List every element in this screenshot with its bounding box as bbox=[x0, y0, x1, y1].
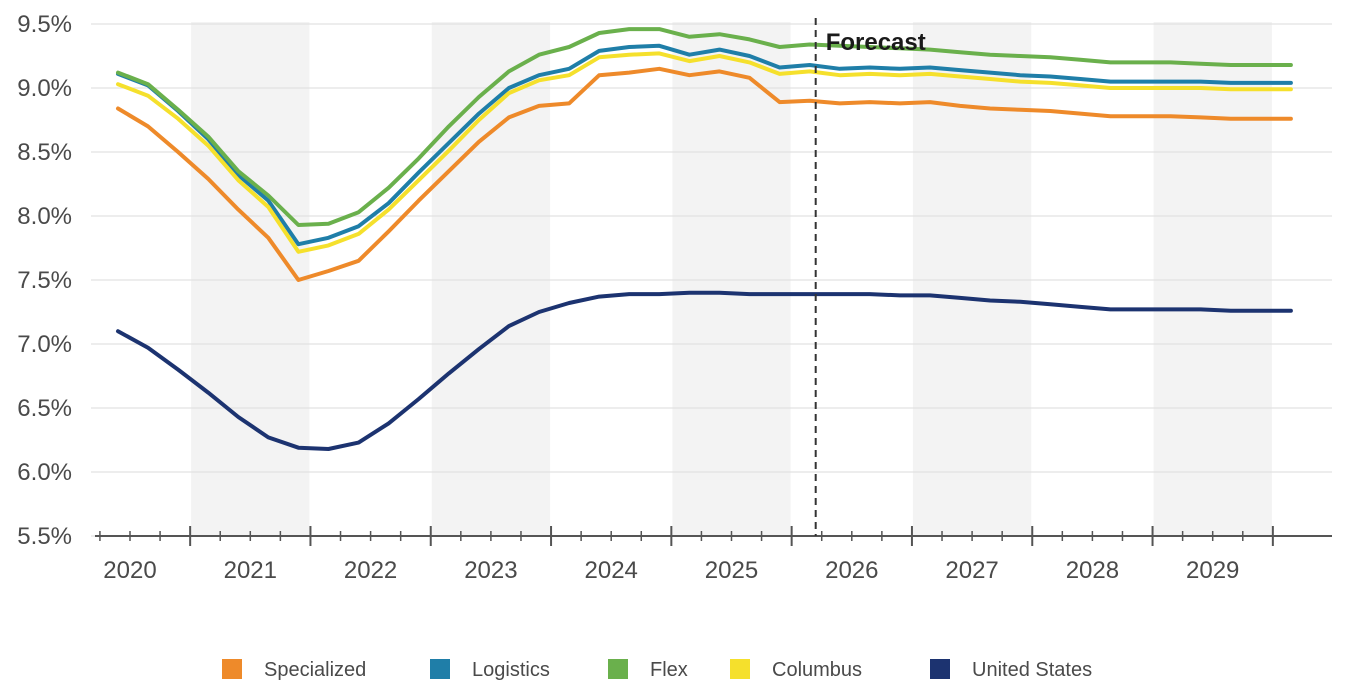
legend-label: Logistics bbox=[472, 659, 550, 681]
x-tick-label: 2021 bbox=[224, 557, 277, 584]
forecast-marker: Forecast bbox=[814, 18, 926, 536]
y-tick-label: 6.0% bbox=[17, 459, 72, 486]
series-line-united-states bbox=[116, 290, 1293, 451]
y-tick-label: 8.5% bbox=[17, 139, 72, 166]
x-tick-label: 2024 bbox=[585, 557, 638, 584]
x-tick-label: 2028 bbox=[1066, 557, 1119, 584]
legend-swatch bbox=[730, 659, 750, 679]
x-tick-label: 2020 bbox=[103, 557, 156, 584]
y-axis: 5.5% 6.0% 6.5% 7.0% 7.5% 8.0% 8.5% 9.0% 9.5% bbox=[17, 11, 72, 550]
forecast-label: Forecast bbox=[826, 29, 926, 56]
legend-swatch bbox=[430, 659, 450, 679]
x-tick-label: 2022 bbox=[344, 557, 397, 584]
legend-label: United States bbox=[972, 659, 1092, 681]
series-line-columbus bbox=[116, 51, 1293, 254]
legend: Specialized Logistics Flex Columbus United S… bbox=[222, 659, 1092, 681]
legend-label: Specialized bbox=[264, 659, 366, 681]
series-lines bbox=[116, 27, 1293, 451]
y-tick-label: 9.5% bbox=[17, 11, 72, 38]
y-tick-label: 9.0% bbox=[17, 75, 72, 102]
series-line-specialized bbox=[116, 66, 1293, 282]
legend-swatch bbox=[930, 659, 950, 679]
legend-swatch bbox=[608, 659, 628, 679]
x-tick-label: 2027 bbox=[945, 557, 998, 584]
x-tick-label: 2026 bbox=[825, 557, 878, 584]
x-axis: 2020 2021 2022 2023 2024 2025 2026 2027 2028 2029 bbox=[95, 526, 1332, 584]
x-tick-label: 2023 bbox=[464, 557, 517, 584]
series-line-flex bbox=[116, 27, 1293, 227]
x-tick-label: 2029 bbox=[1186, 557, 1239, 584]
year-shading-bands bbox=[191, 22, 1272, 536]
y-tick-label: 7.5% bbox=[17, 267, 72, 294]
series-line-logistics bbox=[116, 43, 1293, 247]
y-tick-label: 6.5% bbox=[17, 395, 72, 422]
year-band-2023 bbox=[431, 22, 551, 536]
legend-swatch bbox=[222, 659, 242, 679]
year-band-2029 bbox=[1153, 22, 1272, 536]
year-band-2027 bbox=[912, 22, 1032, 536]
y-tick-label: 8.0% bbox=[17, 203, 72, 230]
y-tick-label: 7.0% bbox=[17, 331, 72, 358]
y-tick-label: 5.5% bbox=[17, 523, 72, 550]
legend-label: Columbus bbox=[772, 659, 862, 681]
year-band-2025 bbox=[672, 22, 791, 536]
legend-label: Flex bbox=[650, 659, 688, 681]
x-tick-label: 2025 bbox=[705, 557, 758, 584]
year-band-2021 bbox=[191, 22, 310, 536]
